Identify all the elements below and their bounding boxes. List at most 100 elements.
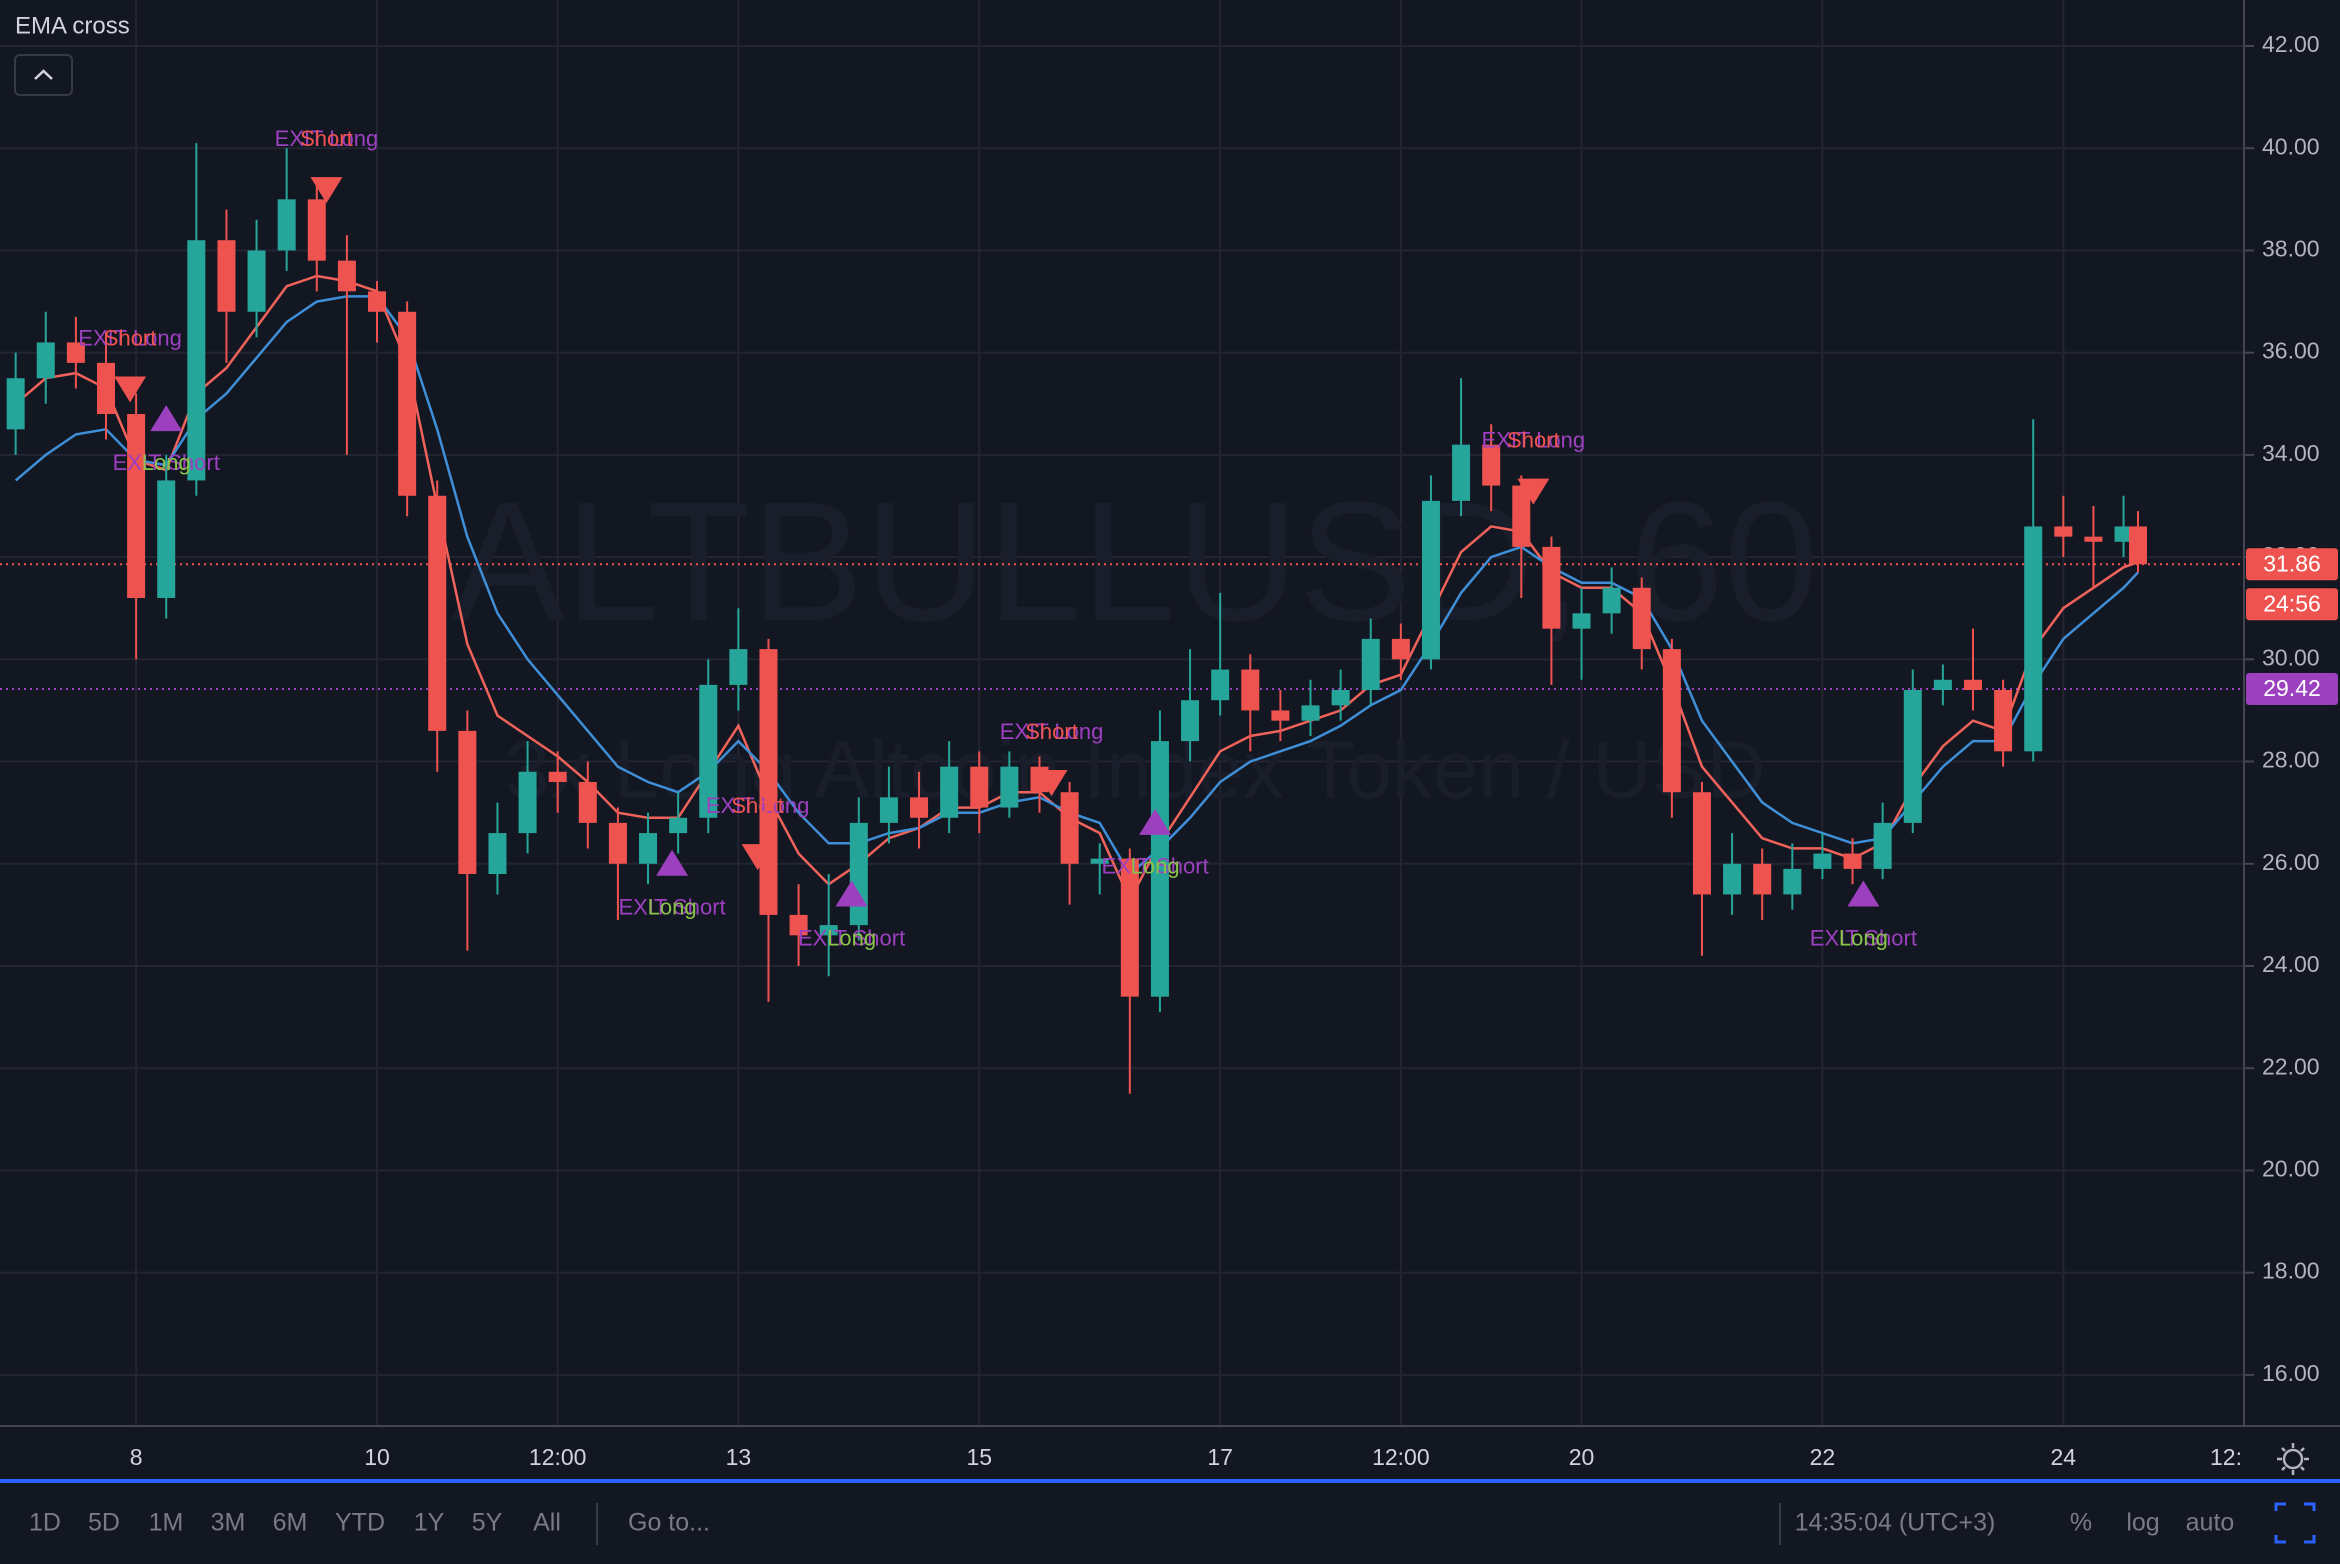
collapse-button-frame <box>14 54 73 96</box>
range-button[interactable]: 3M <box>211 1509 246 1537</box>
candle-body <box>1662 649 1681 793</box>
signal-label: EXIT Long <box>78 325 182 350</box>
price-label-box <box>2246 672 2338 705</box>
range-button[interactable]: YTD <box>335 1509 385 1537</box>
legend-block: EMA cross <box>14 12 130 96</box>
bottom-toolbar: 1D 5D 1M 3M 6M YTD 1Y 5Y All Go to... 14:35:04 (UT… <box>29 1502 2316 1545</box>
axis-layer: 16.00 18.00 20.00 22.00 24.00 26.00 28.00 30.00… <box>0 0 2340 1475</box>
candle-body <box>1452 444 1471 501</box>
y-tick-label: 28.00 <box>2262 747 2320 773</box>
candle-body <box>699 684 718 818</box>
range-button[interactable]: 5Y <box>472 1509 503 1537</box>
candle-body <box>789 914 808 936</box>
scale-button[interactable]: % <box>2070 1509 2092 1537</box>
scale-button[interactable]: auto <box>2186 1509 2235 1537</box>
candle-body <box>1843 853 1862 869</box>
candle-body <box>518 771 537 834</box>
y-tick-label: 36.00 <box>2262 338 2320 364</box>
watermark-description: 3x Long Altcoin Index Token / USD <box>504 725 1765 816</box>
candle-body <box>2114 526 2133 542</box>
scale-button[interactable]: log <box>2126 1509 2159 1537</box>
signal-label: EXIT Short <box>1810 925 1917 950</box>
collapse-button[interactable] <box>14 54 73 96</box>
candle-body <box>1331 690 1350 706</box>
goto-button[interactable]: Go to... <box>628 1509 710 1537</box>
y-tick-label: 38.00 <box>2262 236 2320 262</box>
clock: 14:35:04 (UTC+3) <box>1795 1509 1996 1537</box>
candle-body <box>1000 766 1019 808</box>
candle-body <box>608 822 627 864</box>
candle-body <box>2054 526 2073 537</box>
range-button[interactable]: 1Y <box>414 1509 445 1537</box>
candle-body <box>458 730 477 874</box>
x-tick-label: 22 <box>1810 1444 1836 1470</box>
candle-body <box>307 199 326 261</box>
signal-label: EXIT Long <box>1000 719 1104 744</box>
candle-body <box>368 291 387 312</box>
signal-label: EXIT Long <box>275 126 379 151</box>
candle-body <box>1994 690 2013 752</box>
x-tick-label: 10 <box>364 1444 390 1470</box>
signal-label: Short <box>300 126 353 151</box>
candle-body <box>1542 546 1561 629</box>
short-signal-marker <box>1517 478 1550 505</box>
y-tick-label: 26.00 <box>2262 849 2320 875</box>
candle-body <box>1602 587 1621 614</box>
candle-body <box>2084 536 2103 542</box>
candle-body <box>940 766 959 818</box>
candle-body <box>157 480 176 598</box>
candle-body <box>1813 853 1832 869</box>
countdown-box <box>2246 588 2338 621</box>
candle-body <box>2024 526 2043 752</box>
signal-label: EXIT Short <box>113 450 220 475</box>
signal-label: Long <box>1839 925 1888 950</box>
x-tick-label: 8 <box>130 1444 143 1470</box>
signal-label: Short <box>1025 719 1078 744</box>
countdown-label: 24:56 <box>2263 590 2321 616</box>
candle-body <box>849 822 868 926</box>
x-tick-label: 13 <box>726 1444 752 1470</box>
y-tick-label: 16.00 <box>2262 1360 2320 1386</box>
candle-body <box>277 199 296 251</box>
candle-body <box>1632 587 1651 650</box>
candle-body <box>1482 444 1501 486</box>
range-button[interactable]: 1M <box>149 1509 184 1537</box>
chevron-up <box>34 69 53 80</box>
range-button[interactable]: All <box>533 1509 561 1537</box>
candle-body <box>970 766 989 808</box>
candle-body <box>1361 638 1380 690</box>
candle-body <box>1512 485 1531 547</box>
candle-body <box>578 782 597 823</box>
range-button[interactable]: 6M <box>273 1509 308 1537</box>
short-signal-marker <box>310 177 343 204</box>
range-button[interactable]: 5D <box>88 1509 120 1537</box>
fullscreen-button[interactable] <box>2274 1502 2316 1544</box>
candle-body <box>36 342 55 379</box>
candle-body <box>1241 669 1260 711</box>
signal-label: EXIT Long <box>1482 427 1586 452</box>
candle-body <box>879 797 898 823</box>
signal-label: Long <box>142 450 191 475</box>
y-tick-label: 22.00 <box>2262 1053 2320 1079</box>
signal-label: Short <box>731 793 784 818</box>
long-signal-marker <box>1847 880 1880 907</box>
candle-body <box>187 240 206 481</box>
settings-gear[interactable] <box>2277 1443 2309 1475</box>
candle-body <box>669 817 688 834</box>
x-tick-label: 15 <box>966 1444 992 1470</box>
long-signal-marker <box>1139 808 1172 835</box>
candle-body <box>1391 638 1410 660</box>
candle-body <box>1181 700 1200 742</box>
candle-body <box>2129 526 2148 565</box>
short-signal-marker <box>741 844 774 871</box>
signal-label: EXIT Long <box>706 793 810 818</box>
range-button[interactable]: 1D <box>29 1509 61 1537</box>
candle-body <box>729 649 748 685</box>
plot-background-layer: ALTBULLUSD, 60 3x Long Altcoin Index Toke… <box>0 0 2245 1426</box>
candle-body <box>1933 679 1952 690</box>
candle-body <box>1753 863 1772 895</box>
price-label: 29.42 <box>2263 675 2321 701</box>
candle-body <box>1783 868 1802 895</box>
